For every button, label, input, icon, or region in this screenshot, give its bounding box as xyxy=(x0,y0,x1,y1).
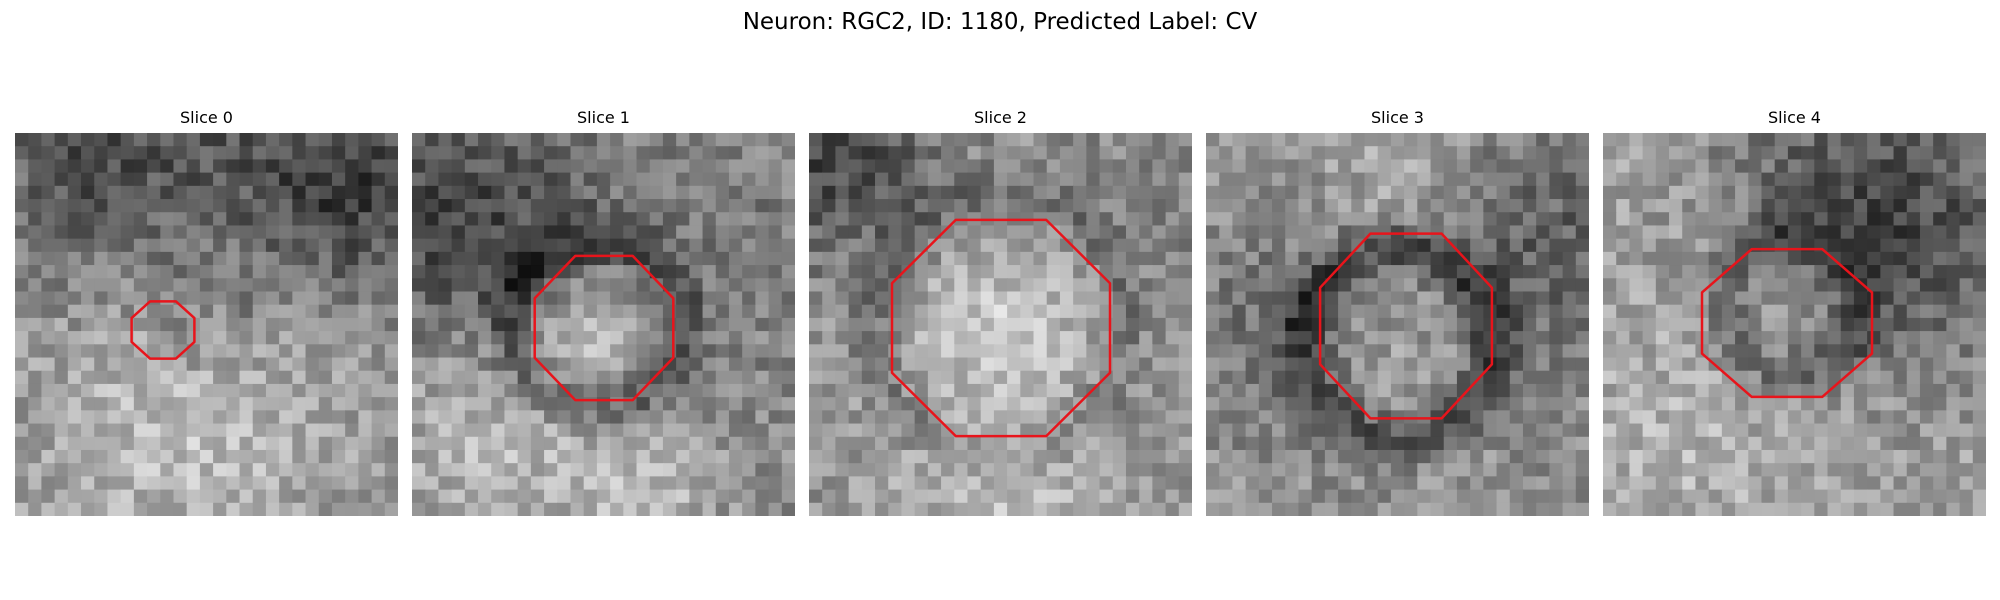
slice-title-4: Slice 4 xyxy=(1603,108,1986,128)
figure-title: Neuron: RGC2, ID: 1180, Predicted Label:… xyxy=(0,8,2000,36)
slice-title-0: Slice 0 xyxy=(15,108,398,128)
slice-panel-4: Slice 4 xyxy=(1603,108,1986,516)
slice-panel-1: Slice 1 xyxy=(412,108,795,516)
slice-title-1: Slice 1 xyxy=(412,108,795,128)
slice-title-3: Slice 3 xyxy=(1206,108,1589,128)
slice-image-0 xyxy=(15,133,398,516)
slice-image-1 xyxy=(412,133,795,516)
slice-image-2 xyxy=(809,133,1192,516)
slice-image-4 xyxy=(1603,133,1986,516)
slice-title-2: Slice 2 xyxy=(809,108,1192,128)
slice-image-3 xyxy=(1206,133,1589,516)
slice-panel-2: Slice 2 xyxy=(809,108,1192,516)
slice-panel-3: Slice 3 xyxy=(1206,108,1589,516)
slice-panel-0: Slice 0 xyxy=(15,108,398,516)
